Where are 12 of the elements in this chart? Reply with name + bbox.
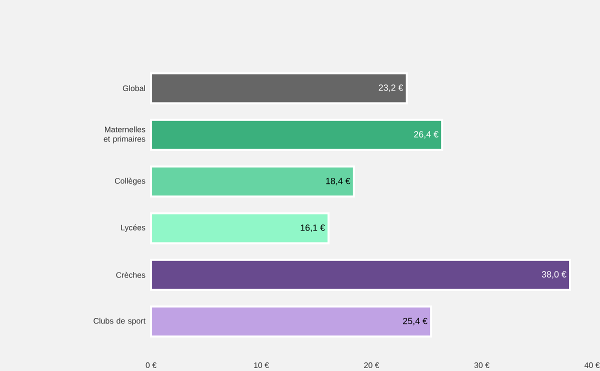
bar (150, 72, 408, 104)
data-label: 23,2 € (378, 84, 404, 92)
bar (150, 166, 355, 198)
data-label: 16,1 € (300, 224, 325, 232)
bar (150, 306, 432, 338)
bar (150, 212, 330, 244)
data-label: 18,4 € (326, 178, 350, 186)
data-label: 25,4 € (403, 318, 428, 326)
bar (150, 258, 571, 291)
data-label: 26,4 € (414, 131, 438, 139)
bar (150, 118, 444, 151)
data-label: 38,0 € (542, 271, 566, 279)
